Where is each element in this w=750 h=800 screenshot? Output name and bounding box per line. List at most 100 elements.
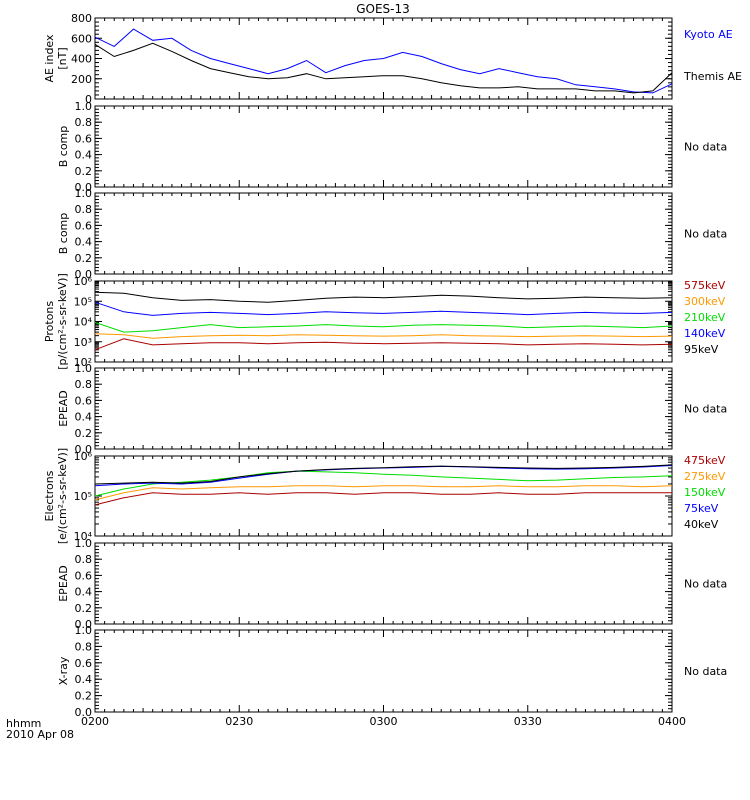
series-line-150kev <box>94 470 673 497</box>
y-tick-label: 0.4 <box>75 236 93 249</box>
y-tick-label: 10⁵ <box>74 295 92 308</box>
y-tick-label: 800 <box>71 12 92 25</box>
legend-475kev: 475keV <box>684 454 726 467</box>
no-data-label: No data <box>684 665 727 678</box>
y-tick-label: 0.2 <box>75 427 93 440</box>
panel-6: 10⁴ 10⁵ 10⁶ Electrons [e/(cm²-s-sr-keV)] 475k… <box>43 448 726 544</box>
panel-frame <box>94 629 673 713</box>
time-tick-label: 0300 <box>370 715 398 728</box>
series-line-40kev <box>94 464 673 485</box>
y-tick-label: 0.0 <box>75 268 93 281</box>
legend-kyoto-ae: Kyoto AE <box>684 28 733 41</box>
legend-95kev: 95keV <box>684 343 719 356</box>
y-tick-label: 0.6 <box>75 219 93 232</box>
y-axis-label: Electrons <box>43 470 56 521</box>
y-tick-label: 0.8 <box>75 116 93 129</box>
time-tick-label: 0200 <box>81 715 109 728</box>
time-axis-label: hhmm <box>6 717 41 730</box>
y-tick-label: 600 <box>71 32 92 45</box>
legend-275kev: 275keV <box>684 470 726 483</box>
y-axis-label: EPEAD <box>57 390 70 427</box>
y-tick-label: 10⁴ <box>74 316 93 329</box>
series-line-95kev <box>94 291 673 303</box>
series-line-275kev <box>94 485 673 501</box>
panel-frame <box>94 280 673 363</box>
y-tick-label: 0.2 <box>75 165 93 178</box>
y-tick-label: 0.6 <box>75 132 93 145</box>
y-tick-label: 10² <box>74 356 92 369</box>
panels: 0 200 400 600 800 AE index [nT] Kyoto AE Themis … <box>43 12 742 719</box>
y-tick-label: 200 <box>71 73 92 86</box>
y-tick-label: 0.4 <box>75 411 93 424</box>
legend-150kev: 150keV <box>684 486 726 499</box>
y-tick-label: 1.0 <box>75 537 93 550</box>
series-line-kyoto-ae <box>94 28 673 94</box>
panel-4: 10² 10³ 10⁴ 10⁵ 10⁶ Protons [p/(cm²-s-sr-keV)]… <box>43 273 726 370</box>
y-tick-label: 0.6 <box>75 657 93 670</box>
panel-frame <box>94 105 673 188</box>
y-tick-label: 0.8 <box>75 640 93 653</box>
y-axis-label: AE index <box>43 34 56 83</box>
y-axis-label: B comp <box>57 126 70 168</box>
y-axis-units: [e/(cm²-s-sr-keV)] <box>56 448 69 544</box>
y-tick-label: 0.8 <box>75 378 93 391</box>
y-axis-label: X-ray <box>57 656 70 685</box>
series-line-475kev <box>94 492 672 506</box>
y-axis-label: B comp <box>57 213 70 255</box>
no-data-label: No data <box>684 228 727 241</box>
legend-210kev: 210keV <box>684 311 726 324</box>
legend-300kev: 300keV <box>684 295 726 308</box>
y-tick-label: 0.4 <box>75 673 93 686</box>
series-line-210kev <box>94 321 673 333</box>
time-tick-label: 0230 <box>225 715 253 728</box>
no-data-label: No data <box>684 141 727 154</box>
y-tick-label: 10⁶ <box>74 275 93 288</box>
y-tick-label: 0.0 <box>75 181 93 194</box>
y-tick-label: 10⁶ <box>74 450 93 463</box>
y-tick-label: 10³ <box>74 336 92 349</box>
series-line-300kev <box>94 333 673 339</box>
y-tick-label: 0 <box>85 93 92 106</box>
panel-frame <box>94 542 673 625</box>
y-tick-label: 0.0 <box>75 618 93 631</box>
y-tick-label: 0.2 <box>75 252 93 265</box>
panel-1: 0 200 400 600 800 AE index [nT] Kyoto AE Themis … <box>43 12 742 106</box>
y-tick-label: 0.0 <box>75 443 93 456</box>
y-tick-label: 10⁵ <box>74 490 92 503</box>
legend-themis-ae: Themis AE <box>683 70 742 83</box>
y-tick-label: 0.4 <box>75 149 93 162</box>
y-tick-label: 1.0 <box>75 187 93 200</box>
y-tick-label: 1.0 <box>75 100 93 113</box>
series-line-themis-ae <box>94 42 673 94</box>
y-tick-label: 400 <box>71 53 92 66</box>
y-tick-label: 0.2 <box>75 602 93 615</box>
panel-5: 0.0 0.2 0.4 0.6 0.8 1.0 EPEAD No data <box>57 362 727 456</box>
panel-frame <box>94 192 673 275</box>
panel-frame <box>94 367 673 450</box>
time-axis: hhmm 2010 Apr 08 0200 0230 0300 0330 0400 <box>6 715 686 741</box>
time-tick-label: 0330 <box>514 715 542 728</box>
panel-8: 0.0 0.2 0.4 0.6 0.8 1.0 X-ray No data <box>57 624 727 719</box>
panel-2: 0.0 0.2 0.4 0.6 0.8 1.0 B comp No data <box>57 100 727 194</box>
no-data-label: No data <box>684 403 727 416</box>
y-axis-label: Protons <box>43 301 56 342</box>
time-tick-label: 0400 <box>658 715 686 728</box>
y-axis-units: [p/(cm²-s-sr-keV)] <box>56 273 69 370</box>
y-tick-label: 10⁴ <box>74 530 93 543</box>
y-tick-label: 0.4 <box>75 586 93 599</box>
time-axis-date: 2010 Apr 08 <box>6 728 74 741</box>
y-axis-units: [nT] <box>56 47 69 69</box>
legend-140kev: 140keV <box>684 327 726 340</box>
y-tick-label: 1.0 <box>75 362 93 375</box>
series-line-140kev <box>94 301 673 316</box>
y-tick-label: 0.0 <box>75 706 93 719</box>
legend-575kev: 575keV <box>684 279 726 292</box>
legend-40kev: 40keV <box>684 518 719 531</box>
no-data-label: No data <box>684 578 727 591</box>
y-tick-label: 0.8 <box>75 553 93 566</box>
y-tick-label: 0.2 <box>75 690 93 703</box>
y-tick-label: 0.8 <box>75 203 93 216</box>
legend-75kev: 75keV <box>684 502 719 515</box>
y-axis-label: EPEAD <box>57 565 70 602</box>
